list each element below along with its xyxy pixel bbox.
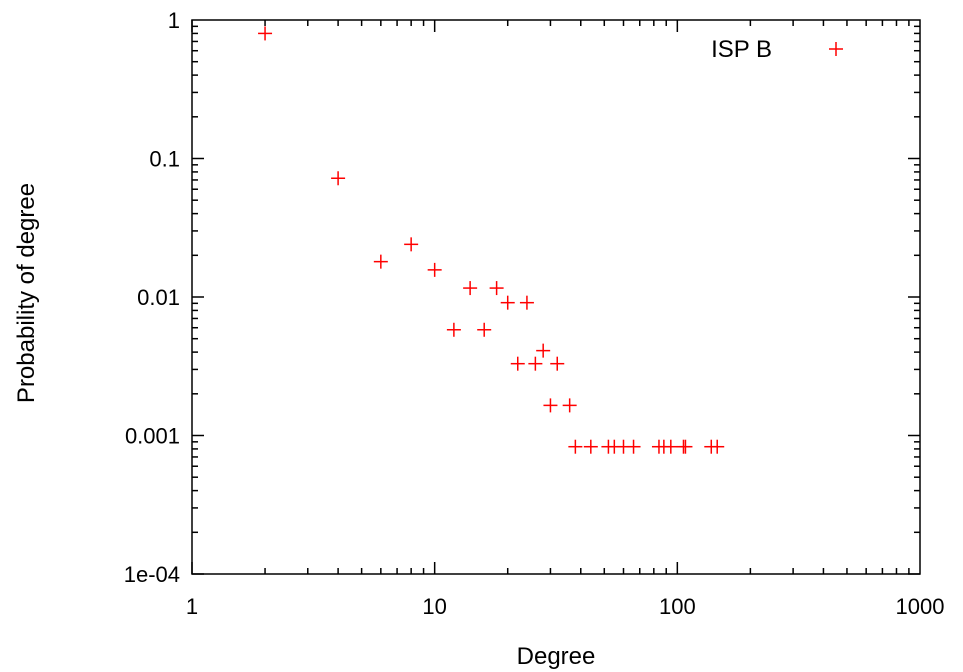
- data-point: [568, 439, 583, 454]
- data-point: [626, 439, 641, 454]
- y-tick-label: 1e-04: [124, 562, 180, 587]
- data-point: [477, 322, 492, 337]
- data-point: [710, 439, 725, 454]
- data-point: [510, 356, 525, 371]
- data-point: [528, 356, 543, 371]
- x-tick-label: 10: [422, 594, 446, 619]
- data-point: [489, 281, 504, 296]
- y-tick-label: 0.001: [125, 424, 180, 449]
- data-point: [543, 398, 558, 413]
- y-axis-label: Probability of degree: [13, 183, 40, 403]
- data-point: [427, 262, 442, 277]
- y-tick-label: 0.1: [149, 147, 180, 172]
- data-point: [373, 254, 388, 269]
- data-point: [331, 171, 346, 186]
- x-tick-labels: 1 10 100 1000: [186, 594, 945, 619]
- x-tick-label: 1: [186, 594, 198, 619]
- axis-ticks: [191, 20, 920, 575]
- data-point: [258, 26, 273, 41]
- data-point: [536, 343, 551, 358]
- data-point: [562, 398, 577, 413]
- data-point: [583, 439, 598, 454]
- data-point: [404, 237, 419, 252]
- x-tick-label: 1000: [896, 594, 945, 619]
- data-point: [550, 356, 565, 371]
- data-point: [519, 295, 534, 310]
- data-point: [663, 439, 678, 454]
- legend-marker-plus: [829, 42, 843, 56]
- legend: ISP B: [711, 36, 843, 63]
- legend-label-isp-b: ISP B: [711, 36, 772, 63]
- y-tick-label: 1: [168, 8, 180, 33]
- y-tick-labels: 1e-04 0.001 0.01 0.1 1: [124, 8, 180, 587]
- data-point: [678, 439, 693, 454]
- data-points: [258, 26, 725, 454]
- data-point: [500, 295, 515, 310]
- x-tick-label: 100: [659, 594, 696, 619]
- data-point: [463, 281, 478, 296]
- data-point: [446, 322, 461, 337]
- y-tick-label: 0.01: [137, 285, 180, 310]
- x-axis-label: Degree: [517, 643, 596, 670]
- plot-frame: [191, 19, 921, 575]
- legend-marker-isp-b: [829, 42, 843, 56]
